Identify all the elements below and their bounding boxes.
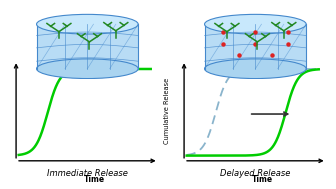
Ellipse shape <box>205 59 306 79</box>
Polygon shape <box>37 24 138 69</box>
Text: Delayed Release: Delayed Release <box>220 169 291 178</box>
Ellipse shape <box>37 59 138 79</box>
Text: Time: Time <box>84 175 105 184</box>
Polygon shape <box>205 24 306 69</box>
Text: Cumulative Release: Cumulative Release <box>0 77 2 144</box>
Ellipse shape <box>205 14 306 34</box>
Text: Time: Time <box>252 175 273 184</box>
Ellipse shape <box>37 14 138 34</box>
Text: Cumulative Release: Cumulative Release <box>164 77 170 144</box>
Text: Immediate Release: Immediate Release <box>47 169 128 178</box>
